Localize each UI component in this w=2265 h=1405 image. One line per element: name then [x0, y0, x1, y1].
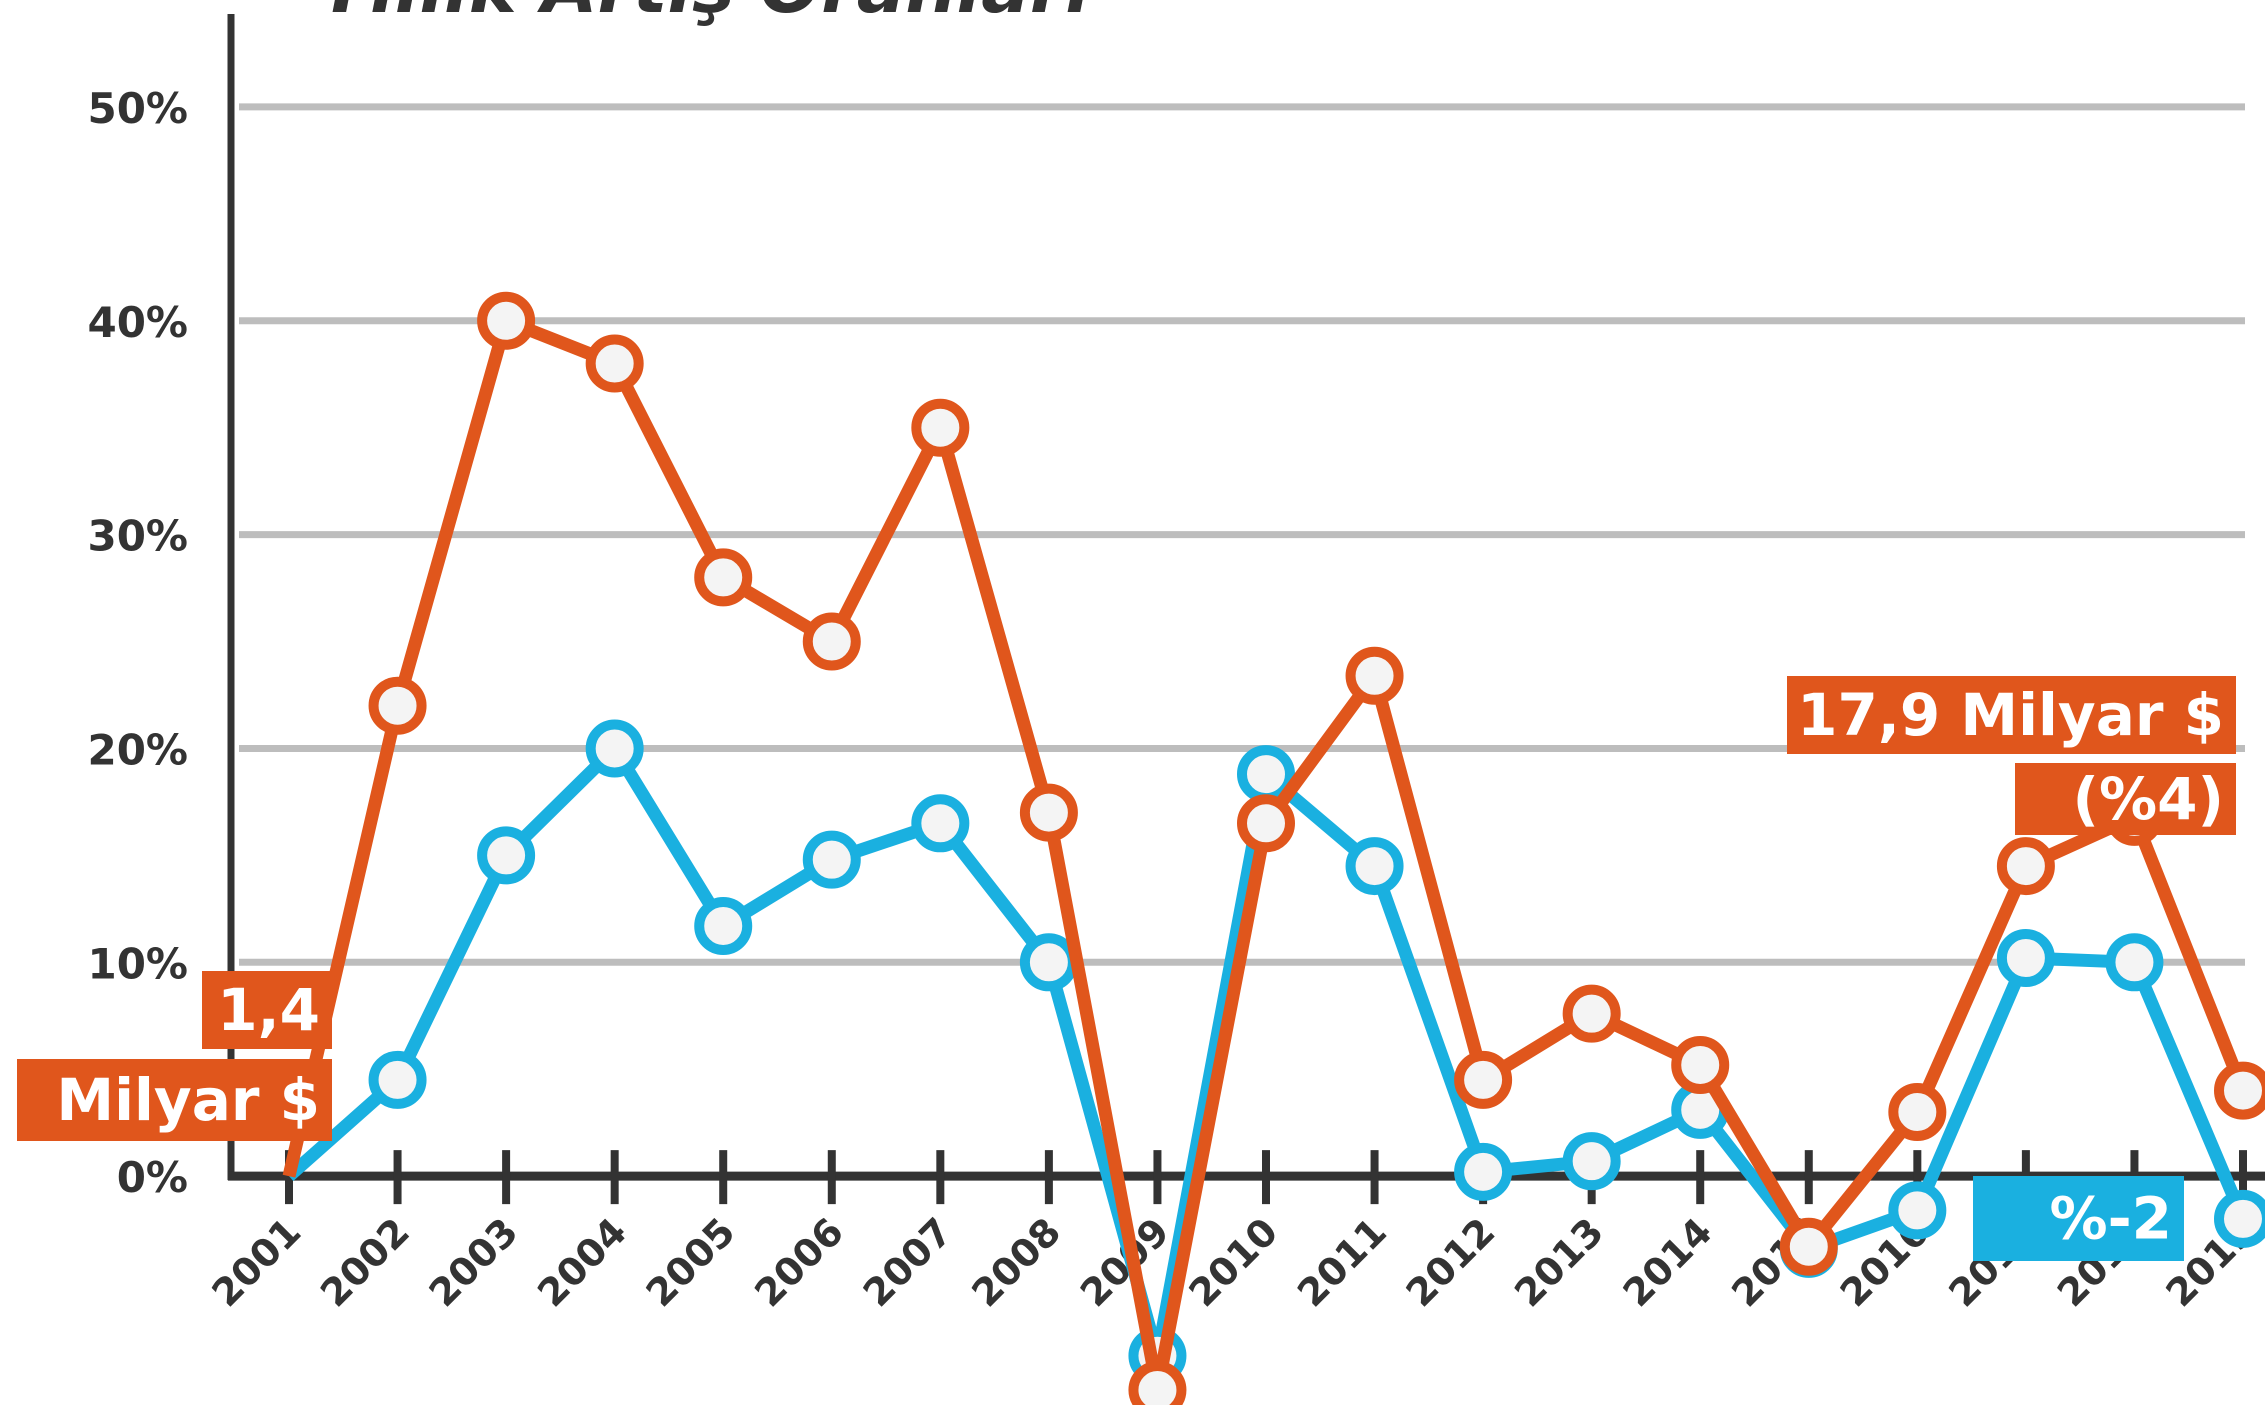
x-tick-label: 2007 [855, 1209, 961, 1315]
x-tick-label: 2010 [1180, 1209, 1286, 1315]
x-tick-label: 2004 [529, 1209, 635, 1315]
annotation-box [1973, 1176, 2184, 1261]
point [477, 291, 536, 350]
point [694, 548, 753, 607]
x-tick-label: 2012 [1398, 1209, 1504, 1315]
y-tick-label: 30% [87, 512, 188, 561]
point [1671, 1035, 1730, 1094]
point [1996, 929, 2055, 988]
point [1128, 1361, 1187, 1405]
point [911, 794, 970, 853]
annotation: Milyar $ [56, 1066, 320, 1134]
point [368, 676, 427, 735]
y-tick-label: 50% [87, 84, 188, 133]
point [1888, 1083, 1947, 1141]
y-tick-label: 0% [117, 1153, 188, 1202]
point [2214, 1061, 2265, 1120]
point [1237, 794, 1295, 853]
point [802, 830, 861, 889]
point [911, 398, 970, 457]
x-tick-label: 2014 [1615, 1209, 1721, 1315]
point [2105, 933, 2164, 992]
x-tick-label: 2005 [638, 1209, 744, 1315]
annotation-box [202, 971, 332, 1049]
point [585, 334, 644, 393]
annotation: (%4) [2073, 765, 2225, 833]
point [1454, 1050, 1513, 1109]
point [585, 719, 644, 778]
annotation-box [2015, 763, 2236, 835]
point [1996, 837, 2055, 896]
x-tick-label: 2011 [1289, 1209, 1395, 1315]
point [1562, 1132, 1621, 1191]
annotation-box [1787, 676, 2236, 754]
x-tick-label: 2001 [203, 1209, 309, 1315]
y-tick-label: 40% [87, 298, 188, 347]
x-tick-label: 2002 [312, 1209, 418, 1315]
annotation: 17,9 Milyar $ [1797, 681, 2224, 749]
annotation: 1,4 [217, 976, 320, 1044]
point [1345, 837, 1404, 896]
point [802, 612, 861, 671]
y-tick-label: 20% [87, 725, 188, 774]
x-tick-label: 2006 [746, 1209, 852, 1315]
point [1019, 933, 1078, 992]
annotation-box [17, 1059, 332, 1141]
point [368, 1050, 427, 1109]
x-tick-label: 2013 [1506, 1209, 1612, 1315]
point [1019, 783, 1078, 842]
point [1345, 646, 1404, 705]
point [1888, 1181, 1947, 1240]
x-tick-label: 2008 [963, 1209, 1069, 1315]
point [1779, 1217, 1838, 1276]
point [694, 896, 753, 955]
annotation: %-2 [2049, 1185, 2172, 1253]
point [1454, 1142, 1513, 1201]
point [477, 826, 536, 885]
point [2214, 1189, 2265, 1248]
x-tick-label: 2003 [421, 1209, 527, 1315]
point [1562, 984, 1621, 1043]
chart-title: Yıllık Artış Oranları [318, 0, 1090, 29]
y-tick-label: 10% [87, 939, 188, 988]
